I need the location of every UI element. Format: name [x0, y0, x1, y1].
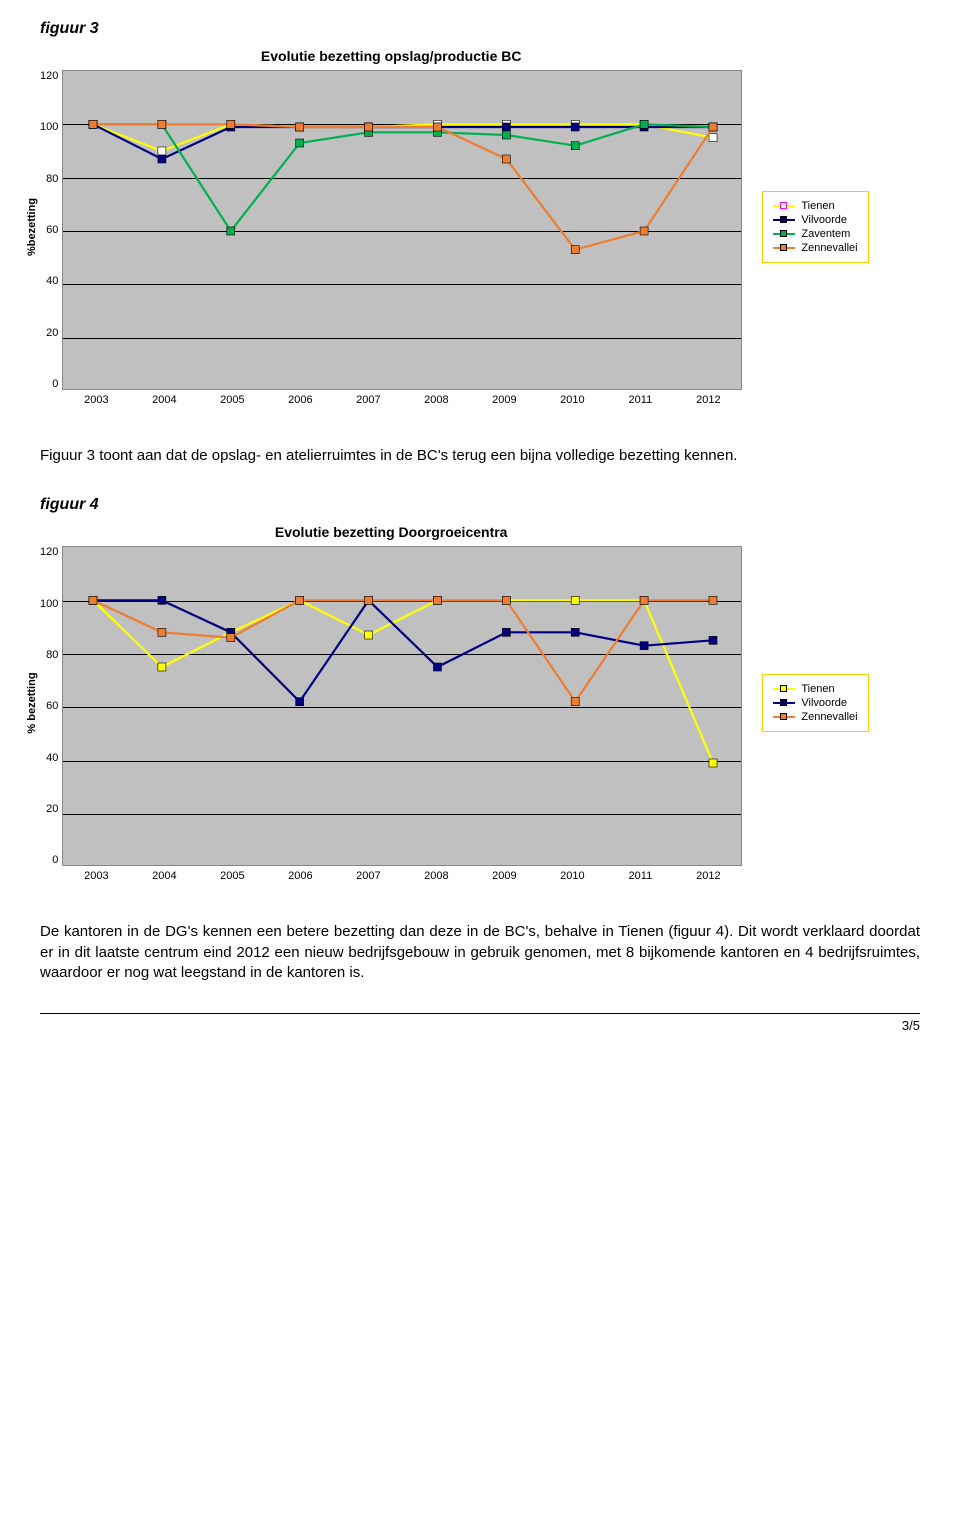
marker: [572, 246, 580, 254]
x-ticks: 2003200420052006200720082009201020112012: [62, 870, 742, 882]
marker: [572, 698, 580, 706]
marker: [709, 123, 717, 131]
figure3-label: figuur 3: [40, 20, 920, 38]
marker: [227, 227, 235, 235]
marker: [365, 597, 373, 605]
marker: [434, 123, 442, 131]
marker: [158, 629, 166, 637]
series-zaventem: [93, 124, 713, 231]
page-footer: 3/5: [40, 1013, 920, 1033]
marker: [89, 597, 97, 605]
figure3-caption: Figuur 3 toont aan dat de opslag- en ate…: [40, 446, 920, 466]
y-axis-label: %bezetting: [26, 198, 38, 256]
plot-area: [62, 546, 742, 866]
marker: [434, 663, 442, 671]
figure4-caption: De kantoren in de DG's kennen een betere…: [40, 922, 920, 983]
marker: [158, 663, 166, 671]
series-zennevallei: [93, 124, 713, 249]
series-vilvoorde: [93, 601, 713, 702]
marker: [158, 597, 166, 605]
marker: [158, 155, 166, 163]
marker: [296, 597, 304, 605]
marker: [296, 139, 304, 147]
marker: [572, 629, 580, 637]
marker: [158, 120, 166, 128]
marker: [709, 759, 717, 767]
marker: [503, 155, 511, 163]
plot-area: [62, 70, 742, 390]
legend-item: Zennevallei: [773, 711, 857, 723]
legend: Tienen Vilvoorde Zennevallei: [762, 674, 868, 732]
marker: [572, 123, 580, 131]
chart-evolutie-opslag: Evolutie bezetting opslag/productie BC%b…: [40, 48, 920, 406]
marker: [572, 142, 580, 150]
chart-title: Evolutie bezetting opslag/productie BC: [40, 48, 742, 64]
legend-item: Vilvoorde: [773, 697, 857, 709]
chart-title: Evolutie bezetting Doorgroeicentra: [40, 524, 742, 540]
marker: [227, 120, 235, 128]
legend-item: Zaventem: [773, 228, 857, 240]
marker: [503, 131, 511, 139]
y-ticks: 120100806040200: [40, 546, 62, 866]
marker: [434, 597, 442, 605]
marker: [503, 597, 511, 605]
legend: Tienen Vilvoorde Zaventem Zennevallei: [762, 191, 868, 263]
marker: [640, 120, 648, 128]
marker: [503, 123, 511, 131]
marker: [709, 597, 717, 605]
y-axis-label: % bezetting: [26, 673, 38, 734]
marker: [640, 597, 648, 605]
y-ticks: 120100806040200: [40, 70, 62, 390]
marker: [709, 134, 717, 142]
marker: [89, 120, 97, 128]
x-ticks: 2003200420052006200720082009201020112012: [62, 394, 742, 406]
chart-evolutie-doorgroei: Evolutie bezetting Doorgroeicentra% beze…: [40, 524, 920, 882]
marker: [365, 631, 373, 639]
marker: [158, 147, 166, 155]
series-zennevallei: [93, 601, 713, 702]
legend-item: Tienen: [773, 200, 857, 212]
marker: [296, 698, 304, 706]
marker: [640, 642, 648, 650]
series-tienen: [93, 601, 713, 764]
legend-item: Zennevallei: [773, 242, 857, 254]
marker: [296, 123, 304, 131]
marker: [227, 634, 235, 642]
marker: [503, 629, 511, 637]
marker: [709, 637, 717, 645]
legend-item: Vilvoorde: [773, 214, 857, 226]
marker: [640, 227, 648, 235]
figure4-label: figuur 4: [40, 496, 920, 514]
marker: [365, 123, 373, 131]
legend-item: Tienen: [773, 683, 857, 695]
marker: [572, 597, 580, 605]
